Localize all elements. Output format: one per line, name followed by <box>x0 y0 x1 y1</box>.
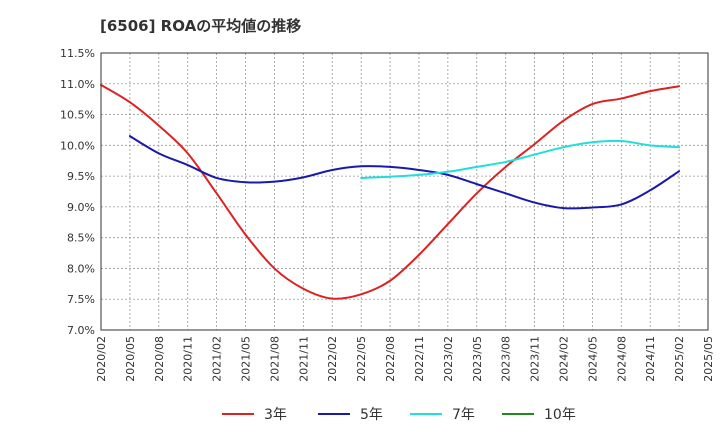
plot-area <box>101 53 708 330</box>
x-tick-label: 2024/05 <box>586 336 599 382</box>
series-line-0 <box>100 84 681 300</box>
x-tick-label: 2023/08 <box>500 336 513 382</box>
x-tick-label: 2021/02 <box>211 336 224 382</box>
plot-border <box>100 52 709 331</box>
x-tick-label: 2024/08 <box>615 336 628 382</box>
y-tick-label: 11.5% <box>60 47 95 60</box>
legend-label-1: 5年 <box>360 407 383 423</box>
x-tick-label: 2022/05 <box>355 336 368 382</box>
x-tick-label: 2022/02 <box>326 336 339 382</box>
series-line-2 <box>360 139 681 179</box>
x-tick-label: 2025/05 <box>702 336 715 382</box>
x-tick-label: 2021/05 <box>240 336 253 382</box>
x-tick-label: 2020/08 <box>153 336 166 382</box>
x-tick-label: 2020/05 <box>124 336 137 382</box>
series-lines <box>100 84 681 300</box>
x-tick-label: 2022/08 <box>384 336 397 382</box>
x-tick-label: 2023/05 <box>471 336 484 382</box>
y-tick-label: 10.0% <box>60 139 95 152</box>
x-tick-label: 2020/11 <box>182 336 195 382</box>
legend: 3年 5年 7年 10年 <box>222 407 576 423</box>
chart-title: [6506] ROAの平均値の推移 <box>100 17 301 35</box>
x-tick-label: 2021/08 <box>268 336 281 382</box>
y-tick-label: 9.5% <box>67 170 95 183</box>
x-axis-tick-labels: 2020/02 2020/05 2020/08 2020/11 2021/02 2021/… <box>95 336 715 382</box>
x-tick-label: 2023/11 <box>529 336 542 382</box>
y-axis-tick-labels: 7.0% 7.5% 8.0% 8.5% 9.0% 9.5% 10.0% 10.5% 11.0% 1… <box>60 47 95 337</box>
y-tick-label: 9.0% <box>67 201 95 214</box>
x-tick-label: 2022/11 <box>413 336 426 382</box>
y-tick-label: 8.0% <box>67 262 95 275</box>
legend-label-3: 10年 <box>544 407 576 423</box>
legend-label-0: 3年 <box>264 407 287 423</box>
x-tick-label: 2024/11 <box>644 336 657 382</box>
x-tick-label: 2025/02 <box>673 336 686 382</box>
y-tick-label: 11.0% <box>60 78 95 91</box>
x-tick-label: 2023/02 <box>442 336 455 382</box>
x-tick-label: 2024/02 <box>557 336 570 382</box>
y-tick-label: 7.0% <box>67 324 95 337</box>
x-tick-label: 2021/11 <box>297 336 310 382</box>
x-tick-label: 2020/02 <box>95 336 108 382</box>
legend-label-2: 7年 <box>452 407 475 423</box>
y-tick-label: 7.5% <box>67 293 95 306</box>
series-line-1 <box>128 135 681 210</box>
y-tick-label: 8.5% <box>67 232 95 245</box>
y-tick-label: 10.5% <box>60 109 95 122</box>
